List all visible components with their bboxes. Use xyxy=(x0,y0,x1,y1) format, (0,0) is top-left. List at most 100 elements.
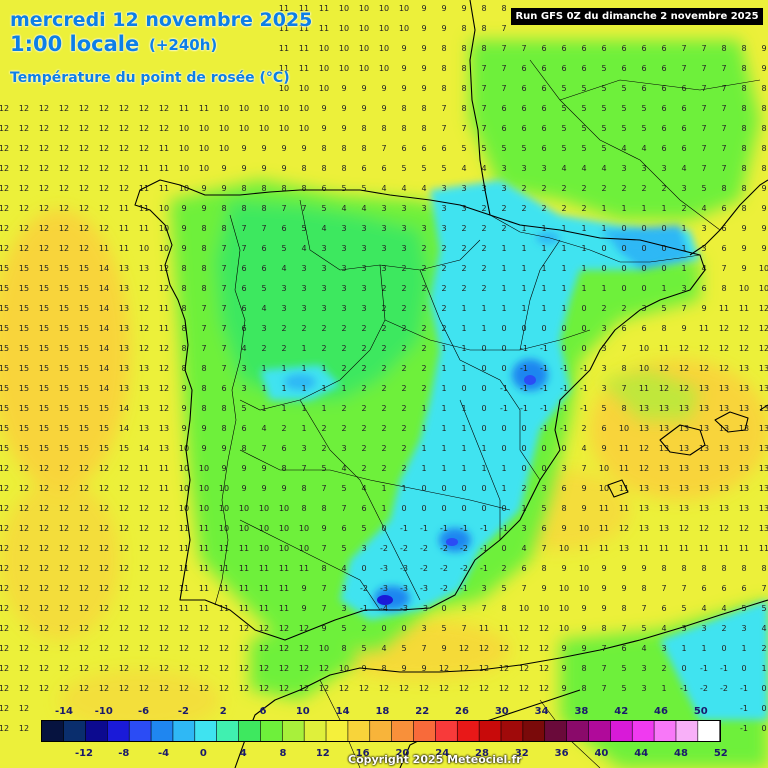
grid-value: 13 xyxy=(119,284,129,293)
grid-value: 15 xyxy=(119,444,129,453)
grid-value: 12 xyxy=(179,624,189,633)
grid-value: 1 xyxy=(521,304,526,313)
grid-value: 12 xyxy=(99,104,109,113)
grid-value: 15 xyxy=(0,424,9,433)
grid-value: 6 xyxy=(621,644,626,653)
grid-value: 0 xyxy=(501,324,506,333)
grid-value: 10 xyxy=(279,504,289,513)
grid-value: 5 xyxy=(561,104,566,113)
grid-value: -1 xyxy=(540,344,548,353)
grid-value: 15 xyxy=(0,364,9,373)
grid-value: 15 xyxy=(59,344,69,353)
grid-value: 12 xyxy=(19,624,29,633)
grid-value: 8 xyxy=(201,224,206,233)
grid-value: 1 xyxy=(701,644,706,653)
grid-value: 9 xyxy=(561,664,566,673)
grid-value: 12 xyxy=(319,664,329,673)
grid-value: 12 xyxy=(39,464,49,473)
grid-value: 8 xyxy=(741,84,746,93)
grid-value: 2 xyxy=(421,264,426,273)
grid-value: 8 xyxy=(721,564,726,573)
grid-value: 1 xyxy=(461,424,466,433)
legend-swatch xyxy=(413,721,436,741)
grid-value: 10 xyxy=(179,504,189,513)
grid-value: 8 xyxy=(761,124,766,133)
grid-value: 9 xyxy=(241,164,246,173)
legend-tick-label: 2 xyxy=(220,706,227,717)
grid-value: 11 xyxy=(739,544,749,553)
grid-value: 10 xyxy=(159,224,169,233)
grid-value: -1 xyxy=(460,584,468,593)
grid-value: 12 xyxy=(179,684,189,693)
grid-value: 0 xyxy=(581,324,586,333)
grid-value: 8 xyxy=(181,304,186,313)
grid-value: 7 xyxy=(721,264,726,273)
grid-value: 6 xyxy=(541,524,546,533)
grid-value: 0 xyxy=(561,324,566,333)
grid-value: 6 xyxy=(621,64,626,73)
grid-value: 3 xyxy=(441,224,446,233)
grid-value: -2 xyxy=(440,584,448,593)
grid-value: 10 xyxy=(279,104,289,113)
grid-value: 7 xyxy=(241,224,246,233)
grid-value: 13 xyxy=(679,504,689,513)
grid-value: 12 xyxy=(499,684,509,693)
grid-value: -1 xyxy=(740,684,748,693)
grid-value: -1 xyxy=(400,524,408,533)
grid-value: 12 xyxy=(259,624,269,633)
grid-value: 8 xyxy=(281,464,286,473)
grid-value: 12 xyxy=(159,404,169,413)
grid-value: 11 xyxy=(139,224,149,233)
grid-value: 5 xyxy=(621,104,626,113)
grid-value: 2 xyxy=(441,244,446,253)
grid-value: 6 xyxy=(561,64,566,73)
grid-value: 13 xyxy=(119,384,129,393)
grid-value: 12 xyxy=(499,644,509,653)
grid-value: 8 xyxy=(641,584,646,593)
grid-value: 7 xyxy=(701,64,706,73)
grid-value: 3 xyxy=(701,624,706,633)
grid-value: 12 xyxy=(159,664,169,673)
grid-value: 12 xyxy=(0,684,9,693)
grid-value: 11 xyxy=(619,444,629,453)
grid-value: 7 xyxy=(261,224,266,233)
grid-value: 12 xyxy=(79,584,89,593)
legend-tick-label: 32 xyxy=(515,748,529,759)
grid-value: 0 xyxy=(501,364,506,373)
grid-value: 15 xyxy=(59,304,69,313)
grid-value: 0 xyxy=(481,364,486,373)
grid-value: 7 xyxy=(481,604,486,613)
grid-value: 2 xyxy=(361,424,366,433)
grid-value: 6 xyxy=(541,64,546,73)
grid-value: 14 xyxy=(139,444,149,453)
grid-value: 3 xyxy=(401,224,406,233)
grid-value: 15 xyxy=(59,444,69,453)
grid-value: 6 xyxy=(681,84,686,93)
grid-value: 15 xyxy=(39,384,49,393)
grid-value: 12 xyxy=(19,204,29,213)
grid-value: 10 xyxy=(179,164,189,173)
legend-tick-label: 48 xyxy=(674,748,688,759)
grid-value: 4 xyxy=(761,624,766,633)
grid-value: 11 xyxy=(159,184,169,193)
grid-value: 12 xyxy=(239,664,249,673)
grid-value: 0 xyxy=(661,224,666,233)
grid-value: 8 xyxy=(741,64,746,73)
legend-tick-label: 46 xyxy=(654,706,668,717)
grid-value: 3 xyxy=(681,184,686,193)
grid-value: 6 xyxy=(521,104,526,113)
grid-value: 1 xyxy=(461,464,466,473)
grid-value: 13 xyxy=(739,504,749,513)
grid-value: 12 xyxy=(679,364,689,373)
grid-value: 1 xyxy=(521,264,526,273)
grid-value: 12 xyxy=(139,624,149,633)
grid-value: 12 xyxy=(759,344,768,353)
grid-value: 1 xyxy=(281,384,286,393)
grid-value: 10 xyxy=(559,584,569,593)
legend-tick-label: -6 xyxy=(138,706,149,717)
grid-value: 3 xyxy=(641,164,646,173)
grid-value: 13 xyxy=(719,504,729,513)
grid-value: 2 xyxy=(521,204,526,213)
grid-value: 9 xyxy=(241,464,246,473)
grid-value: 15 xyxy=(99,424,109,433)
